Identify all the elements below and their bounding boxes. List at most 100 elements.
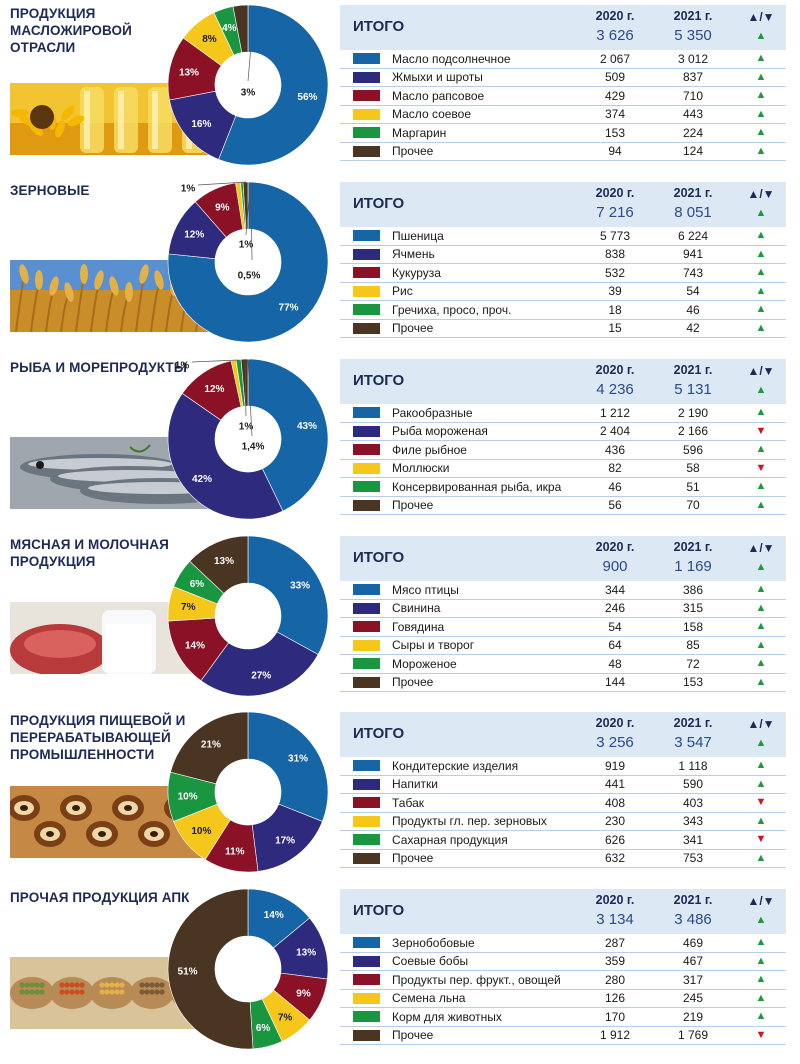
value-2021: 443 [682,107,704,121]
section-title: Продукция пищевой и перерабатывающей про… [10,713,186,762]
value-2020: 170 [604,1009,626,1024]
table-row: Маргарин 153 224 ▲ [340,124,786,143]
donut-svg: 33% 27% 14% 7% 6% 13% [167,535,329,697]
row-label: Маргарин [392,125,447,140]
row-label: Прочее [392,1028,434,1042]
legend-swatch [353,90,380,101]
total-label: ИТОГО [353,725,405,742]
trend-up-icon: ▲ [755,480,767,492]
table-row: Прочее 1 912 1 769 ▼ [340,1027,786,1045]
legend-swatch [353,955,380,967]
section-title: Прочая продукция АПК [10,890,190,905]
row-label: Корм для животных [392,1009,502,1024]
legend-swatch [353,937,380,948]
legend-swatch [353,145,380,157]
total-2021: 8 051 [674,204,712,221]
value-2020: 126 [604,991,626,1005]
year-2020-header: 2020 г. [595,716,635,730]
trend-up-icon: ▲ [755,638,767,651]
slice-label: 13% [214,556,234,567]
trend-up-icon: ▲ [755,657,767,669]
table-row: Корм для животных 170 219 ▲ [340,1008,786,1027]
trend-up-icon: ▲ [755,759,767,771]
legend-swatch [353,71,380,83]
value-2020: 246 [604,601,626,615]
callout-line [191,359,239,363]
table-row: Соевые бобы 359 467 ▲ [340,953,786,971]
legend-swatch [353,425,380,437]
value-2021: 317 [682,972,704,987]
value-2021: 403 [682,795,704,810]
row-label: Прочее [392,851,434,865]
slice-label: 3% [241,88,256,99]
trend-up-icon: ▲ [755,914,767,926]
legend-swatch [353,815,380,827]
slice-label: 8% [202,34,217,45]
year-2020-header: 2020 г. [595,9,635,23]
slice-label: 1,4% [242,442,265,453]
callout-line [250,184,253,261]
legend-swatch [353,797,380,808]
section-5: Продукция пищевой и перерабатывающей про… [0,711,800,884]
value-2021: 153 [682,675,704,689]
data-table: ИТОГО 2020 г. 2021 г. ▲/▼ 3 134 3 486 ▲ Зернобо… [340,889,786,1045]
table-row: Пшеница 5 773 6 224 ▲ [340,227,786,246]
total-2020: 900 [602,558,628,575]
row-label: Рис [392,284,413,298]
legend-swatch [353,407,380,418]
slice-label: 6% [190,579,205,590]
value-2020: 408 [604,795,626,810]
legend-swatch [353,778,380,790]
slice-label: 43% [297,421,317,432]
table-header: ИТОГО 2020 г. 2021 г. ▲/▼ 3 626 5 350 ▲ [340,5,786,50]
section-3: Рыба и морепродукты 43% 42% 12% 1% 1% 1,4% ИТОГ… [0,358,800,531]
value-2020: 374 [604,107,626,121]
total-label: ИТОГО [353,18,405,35]
value-2021: 158 [682,619,704,634]
legend-swatch [353,248,380,260]
value-2020: 1 212 [599,405,631,420]
value-2020: 632 [604,851,626,865]
trend-up-icon: ▲ [755,107,767,120]
value-2021: 85 [686,638,700,652]
total-2020: 3 626 [596,27,634,44]
value-2021: 2 166 [677,424,709,438]
data-table: ИТОГО 2020 г. 2021 г. ▲/▼ 900 1 169 ▲ Мясо птиц… [340,536,786,692]
value-2021: 124 [682,144,704,158]
value-2020: 919 [604,758,626,773]
row-label: Кукуруза [392,265,441,280]
slice-label: 1% [239,240,254,251]
value-2021: 386 [682,582,704,597]
row-label: Зернобобовые [392,935,475,950]
row-label: Говядина [392,619,445,634]
trend-down-icon: ▼ [755,833,767,845]
table-row: Продукты пер. фрукт., овощей 280 317 ▲ [340,971,786,990]
slice-label: 13% [296,948,316,959]
value-2020: 46 [608,479,622,494]
legend-swatch [353,304,380,315]
slice-label: 1% [181,184,196,195]
value-2021: 343 [682,814,704,828]
table-header: ИТОГО 2020 г. 2021 г. ▲/▼ 900 1 169 ▲ [340,536,786,581]
row-label: Масло подсолнечное [392,51,511,66]
row-label: Ячмень [392,247,435,261]
section-title: Мясная и молочная продукция [10,537,169,569]
value-2021: 1 118 [678,758,708,773]
trend-up-icon: ▲ [755,266,767,278]
total-2021: 1 169 [674,558,712,575]
table-row: Мясо птицы 344 386 ▲ [340,581,786,600]
row-label: Продукты пер. фрукт., овощей [392,972,561,987]
row-label: Масло соевое [392,107,472,121]
slice-label: 7% [278,1012,293,1023]
value-2021: 469 [682,935,704,950]
slice-label: 13% [179,67,199,78]
data-table: ИТОГО 2020 г. 2021 г. ▲/▼ 7 216 8 051 ▲ Пшеница… [340,182,786,338]
slice-label: 14% [264,910,284,921]
trend-down-icon: ▼ [755,1028,767,1041]
table-row: Сахарная продукция 626 341 ▼ [340,831,786,850]
table-row: Масло соевое 374 443 ▲ [340,106,786,124]
trend-up-icon: ▲ [755,777,767,790]
table-header: ИТОГО 2020 г. 2021 г. ▲/▼ 4 236 5 131 ▲ [340,359,786,404]
row-label: Свинина [392,601,441,615]
table-row: Говядина 54 158 ▲ [340,618,786,637]
